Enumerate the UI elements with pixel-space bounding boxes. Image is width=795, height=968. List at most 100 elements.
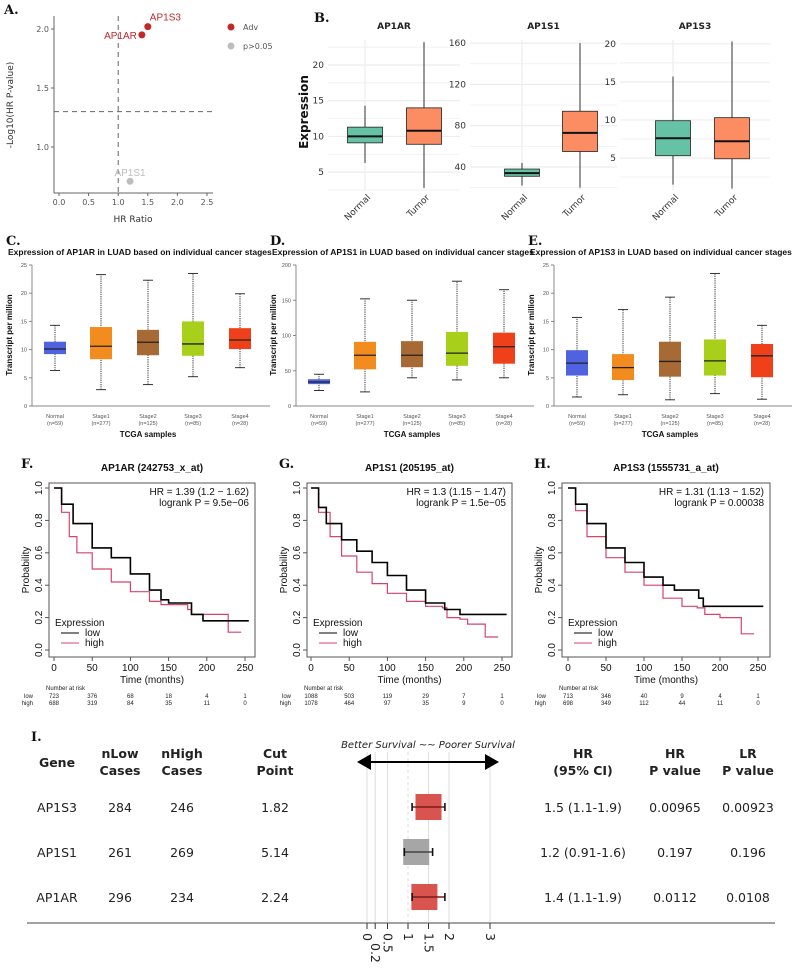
x-axis-label: Time (months) xyxy=(634,675,698,686)
cell-nhigh: 269 xyxy=(170,845,194,860)
x-tick-label: Normal xyxy=(651,193,681,223)
risk-count: 1078 xyxy=(304,701,318,707)
x-tick-label: Tumor xyxy=(405,193,433,221)
x-tick-label: 0 xyxy=(51,663,57,674)
x-tick-label: 200 xyxy=(198,663,215,674)
panel-b-boxplot-ap1ar: B. Expression AP1AR 5 10 15 20 Normal Tumor xyxy=(297,11,460,223)
risk-table-title: Number at risk xyxy=(559,686,599,692)
risk-count: 40 xyxy=(641,694,648,700)
y-tick-label: 0 xyxy=(24,404,27,410)
y-tick-label: 15 xyxy=(605,78,616,88)
column-header: nLow xyxy=(102,746,139,761)
forest-tick-label: 0.2 xyxy=(368,943,383,963)
y-tick-label: 0.6 xyxy=(34,545,45,559)
sample-size-label: (n=28) xyxy=(232,421,248,427)
panel-label: C. xyxy=(6,234,21,249)
column-header: P value xyxy=(722,763,774,778)
y-axis-label: Probability xyxy=(534,547,545,594)
risk-count: 97 xyxy=(384,701,391,707)
y-tick-label: 5 xyxy=(318,168,324,178)
x-tick-label: 2.5 xyxy=(201,198,214,207)
y-tick-label: 0.0 xyxy=(292,643,303,657)
x-tick-label: 100 xyxy=(636,663,653,674)
x-tick-label: 1.5 xyxy=(141,198,154,207)
data-point xyxy=(144,23,152,31)
survival-curve-low xyxy=(54,487,249,622)
panel-label: D. xyxy=(270,234,285,249)
cell-hr_p: 0.197 xyxy=(657,845,693,860)
x-tick-label: Stage2 xyxy=(403,414,420,420)
risk-table-title: Number at risk xyxy=(46,686,86,692)
x-tick-label: Normal xyxy=(343,193,373,223)
cell-hr_p: 0.00965 xyxy=(649,800,701,815)
risk-count: 0 xyxy=(243,701,247,707)
panel-title: Expression of AP1AR in LUAD based on ind… xyxy=(8,247,272,257)
x-tick-label: Stage2 xyxy=(139,414,156,420)
risk-count: 35 xyxy=(165,701,172,707)
x-tick-label: 0.5 xyxy=(82,198,95,207)
risk-count: 9 xyxy=(462,701,466,707)
y-tick-label: 0.4 xyxy=(292,578,303,592)
legend-label: low xyxy=(343,628,359,639)
y-axis-label: Transcript per million xyxy=(269,294,278,375)
x-tick-label: Normal xyxy=(46,414,64,420)
sample-size-label: (n=85) xyxy=(185,421,201,427)
risk-count: 319 xyxy=(87,701,98,707)
y-tick-label: 100 xyxy=(282,334,291,340)
column-header: HR xyxy=(665,746,685,761)
risk-row-label: high xyxy=(535,701,546,707)
plot-frame xyxy=(306,482,513,658)
legend-label: high xyxy=(343,638,362,649)
risk-count: 346 xyxy=(601,694,612,700)
data-point xyxy=(126,177,134,185)
y-tick-label: 0.8 xyxy=(34,513,45,527)
box-stage4 xyxy=(751,343,773,378)
y-tick-label: 5 xyxy=(24,376,27,382)
risk-row-label: low xyxy=(537,694,547,700)
x-tick-label: Normal xyxy=(310,414,328,420)
risk-count: 349 xyxy=(601,701,612,707)
box-normal xyxy=(44,341,66,355)
box-stage4 xyxy=(493,332,515,364)
survival-curve-high xyxy=(568,487,755,635)
x-axis-label: HR Ratio xyxy=(114,215,153,225)
panel-label: E. xyxy=(528,234,542,249)
x-tick-label: Stage1 xyxy=(92,414,109,420)
cell-gene: AP1S1 xyxy=(37,845,77,860)
legend-label: p>0.05 xyxy=(243,42,273,51)
column-header: (95% CI) xyxy=(553,763,613,778)
y-tick-label: 0.2 xyxy=(547,610,558,624)
sample-size-label: (n=277) xyxy=(91,421,110,427)
sample-size-label: (n=277) xyxy=(613,421,632,427)
risk-count: 503 xyxy=(344,694,355,700)
sample-size-label: (n=85) xyxy=(707,421,723,427)
panel-title: Expression of AP1S3 in LUAD based on ind… xyxy=(530,247,792,257)
y-axis-label: Transcript per million xyxy=(527,294,536,375)
cell-hr_ci: 1.4 (1.1-1.9) xyxy=(544,890,622,905)
panel-c-stage-boxplot: C.Expression of AP1AR in LUAD based on i… xyxy=(5,234,272,439)
risk-count: 11 xyxy=(717,701,724,707)
x-tick-label: Stage4 xyxy=(231,414,248,420)
x-tick-label: 250 xyxy=(750,663,767,674)
survival-curve-low xyxy=(568,487,764,608)
panel-g-km-plot: G. AP1S1 (205195_at) 0 50 100 150 200 250 0.0 0.2… xyxy=(279,457,513,707)
x-tick-label: Stage1 xyxy=(614,414,631,420)
x-tick-label: 200 xyxy=(455,663,472,674)
column-header: Cut xyxy=(263,746,287,761)
plot-frame xyxy=(561,482,771,658)
panel-b-boxplot-ap1s3: AP1S3 5 10 15 20 Normal Tumor xyxy=(605,22,770,223)
risk-table-title: Number at risk xyxy=(304,686,344,692)
y-tick-label: 0.4 xyxy=(34,578,45,592)
risk-row-label: high xyxy=(22,701,33,707)
x-tick-label: 100 xyxy=(122,663,139,674)
x-tick-label: 2.0 xyxy=(171,198,184,207)
x-tick-label: 250 xyxy=(494,663,511,674)
x-tick-label: 250 xyxy=(237,663,254,674)
x-tick-label: 0.0 xyxy=(53,198,66,207)
risk-count: 119 xyxy=(383,694,393,700)
legend-marker xyxy=(227,42,235,50)
y-axis-label: Expression xyxy=(297,75,311,149)
cell-hr_ci: 1.5 (1.1-1.9) xyxy=(544,800,622,815)
y-tick-label: 10 xyxy=(543,348,549,354)
risk-count: 0 xyxy=(756,701,760,707)
